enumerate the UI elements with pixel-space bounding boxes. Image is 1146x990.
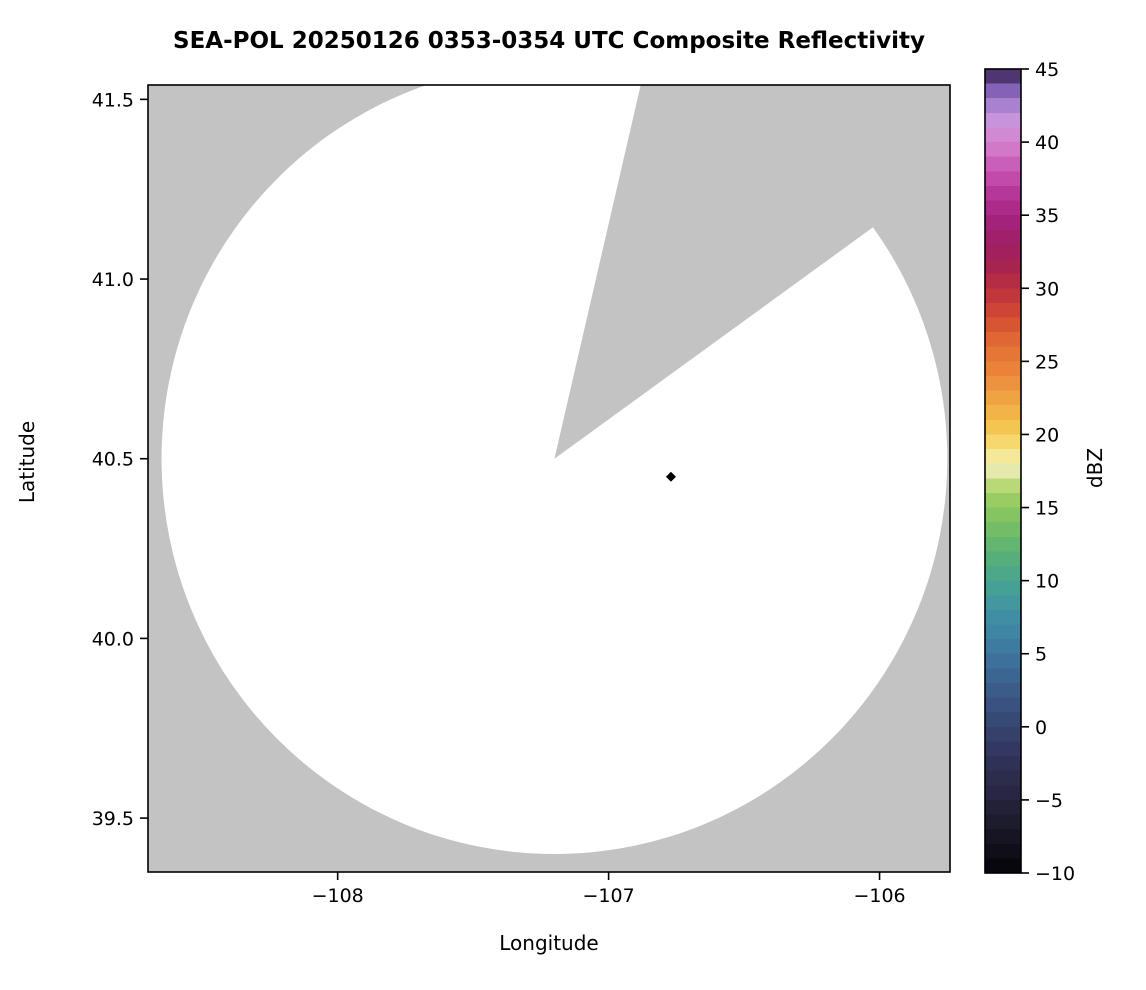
y-tick-label: 41.0 [92,269,134,291]
y-tick-label: 40.5 [92,449,134,471]
colorbar-tick-label: −5 [1035,790,1063,812]
colorbar [984,68,1022,874]
y-tick-label: 39.5 [92,808,134,830]
colorbar-tick-label: 35 [1035,205,1059,227]
plot-title: SEA-POL 20250126 0353-0354 UTC Composite… [173,28,925,54]
x-tick-label: −108 [312,885,364,907]
x-tick-label: −107 [583,885,635,907]
colorbar-label: dBZ [1083,448,1107,488]
colorbar-tick-label: 45 [1035,59,1059,81]
colorbar-tick-label: 5 [1035,644,1047,666]
colorbar-tick-label: 20 [1035,424,1059,446]
colorbar-tick-label: 25 [1035,351,1059,373]
y-axis-label: Latitude [15,421,39,503]
colorbar-tick-label: 40 [1035,132,1059,154]
colorbar-tick-label: 0 [1035,717,1047,739]
y-tick-label: 40.0 [92,628,134,650]
colorbar-tick-label: 30 [1035,278,1059,300]
plot-dynamic-layer: −108 −107 −106 41.5 41.0 40.5 40.0 39.5 −10 −5 0 5 1… [92,59,1075,907]
x-tick-label: −106 [853,885,905,907]
x-axis-label: Longitude [499,931,598,955]
plot-border [147,84,951,873]
map-area [148,85,950,872]
colorbar-tick-label: 15 [1035,498,1059,520]
site-marker [665,471,676,482]
colorbar-tick-label: 10 [1035,571,1059,593]
blocked-sector [554,85,950,459]
y-tick-label: 41.5 [92,89,134,111]
colorbar-tick-label: −10 [1035,863,1075,885]
